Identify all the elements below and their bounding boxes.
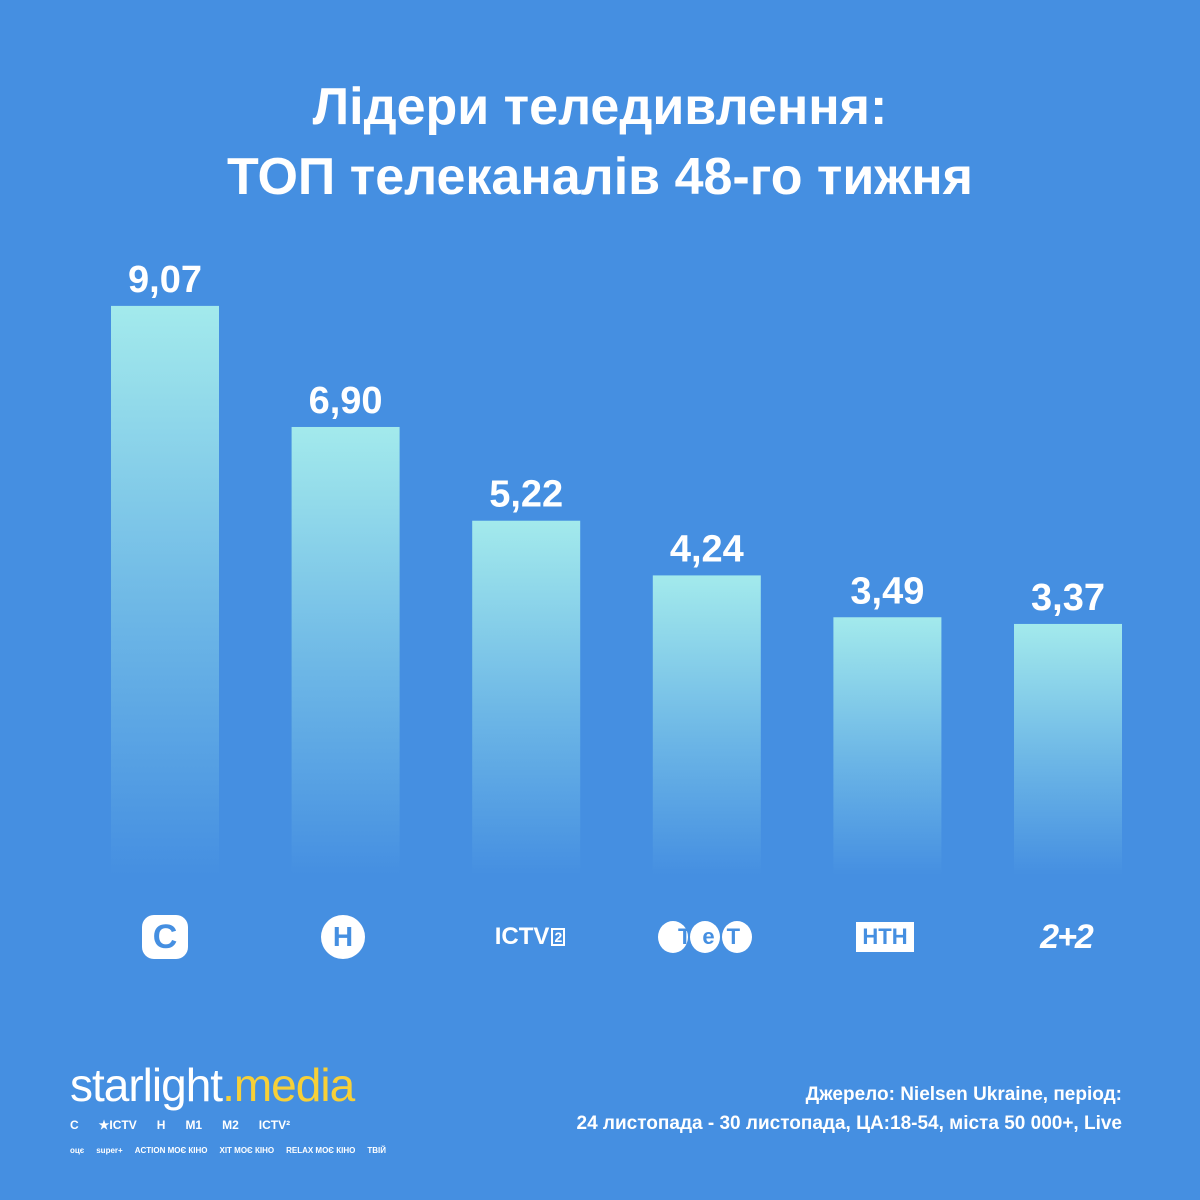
channel: ТВІЙ: [367, 1146, 386, 1155]
value-label: 5,22: [489, 474, 563, 516]
source-note: Джерело: Nielsen Ukraine, період: 24 лис…: [577, 1080, 1122, 1138]
bar-1: [291, 426, 400, 875]
bar-chart: 9,07 6,90 5,22 4,24 3,49 3,37: [111, 259, 1122, 875]
logo-ictv2: ICTV 2: [470, 912, 590, 962]
logo-tet: ТеТ: [655, 912, 755, 962]
channel: ACTION МОЄ КІНО: [134, 1146, 208, 1155]
channel: ICTV²: [258, 1118, 291, 1132]
title-line-1: Лідери теледивлення:: [312, 78, 888, 136]
ictv-sup: 2: [551, 928, 566, 946]
tet-icon: [658, 921, 752, 953]
source-line-2: 24 листопада - 30 листопада, ЦА:18-54, м…: [576, 1113, 1122, 1134]
value-label: 6,90: [309, 380, 383, 422]
logo-2plus2: 2+2: [1040, 917, 1094, 956]
ictv-text: ICTV: [494, 923, 550, 950]
tet-text: ТеТ: [677, 924, 753, 949]
stb-icon: С: [142, 915, 188, 959]
channel: М2: [222, 1118, 239, 1132]
channel: С: [70, 1118, 79, 1132]
logo-novy: Н: [318, 912, 368, 962]
value-label: 3,49: [850, 570, 924, 612]
brand-part1: starlight: [70, 1059, 223, 1111]
source-line-1: Джерело: Nielsen Ukraine, період:: [805, 1084, 1122, 1105]
brand-part2: .media: [222, 1059, 355, 1111]
channel: Н: [156, 1118, 166, 1132]
value-label: 9,07: [128, 259, 202, 301]
channel: RELAX МОЄ КІНО: [286, 1146, 356, 1155]
value-label: 3,37: [1031, 577, 1105, 619]
channel: super+: [96, 1146, 123, 1155]
chart-title: Лідери теледивлення: ТОП телеканалів 48-…: [0, 72, 1200, 212]
ntn-icon: НТН: [856, 922, 914, 952]
bar-2: [472, 520, 581, 875]
title-line-2: ТОП телеканалів 48-го тижня: [227, 148, 973, 206]
logo-stb: С: [135, 912, 195, 962]
brand-channels-row-1: С ★ICTV Н М1 М2 ICTV²: [70, 1118, 290, 1132]
bar-4: [833, 617, 942, 875]
novy-icon: Н: [321, 915, 365, 959]
bar-3: [652, 575, 761, 875]
channel: оцє: [70, 1146, 85, 1155]
brand-channels-row-2: оцє super+ ACTION МОЄ КІНО ХІТ МОЄ КІНО …: [70, 1146, 386, 1155]
value-label: 4,24: [670, 528, 744, 570]
channel: ★ICTV: [98, 1118, 137, 1132]
channel: ХІТ МОЄ КІНО: [219, 1146, 275, 1155]
bar-0: [111, 305, 219, 875]
logo-ntn: НТН: [848, 912, 922, 962]
bar-5: [1014, 623, 1122, 875]
channel: М1: [185, 1118, 203, 1132]
starlight-media-logo: starlight.media: [70, 1058, 355, 1112]
